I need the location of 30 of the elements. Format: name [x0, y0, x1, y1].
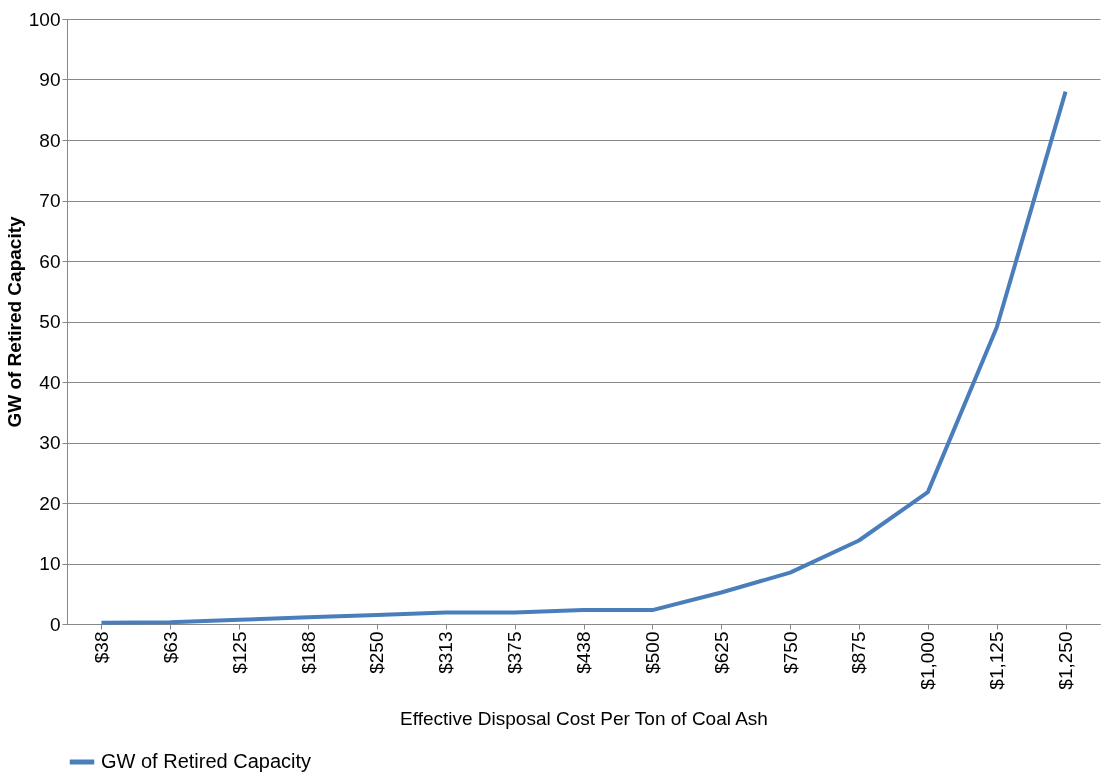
- x-tick-label: $375: [504, 631, 526, 674]
- x-tick-label: $625: [710, 631, 732, 674]
- x-tick-label: $38: [90, 631, 112, 664]
- y-tick-label: 10: [39, 553, 61, 574]
- y-tick-label: 100: [28, 8, 61, 30]
- x-tick-label: $438: [573, 631, 594, 674]
- x-tick-label: $313: [435, 631, 457, 674]
- x-tick-label: $875: [848, 631, 870, 674]
- x-tick-label: $250: [366, 631, 388, 674]
- x-tick-label: $500: [641, 631, 663, 674]
- x-tick-label: $1,125: [986, 631, 1008, 690]
- legend-label: GW of Retired Capacity: [101, 750, 312, 772]
- x-tick-label: $1,000: [917, 631, 939, 690]
- line-series: [99, 89, 1068, 625]
- x-tick-label: $63: [159, 631, 181, 664]
- y-tick-label: 20: [39, 492, 61, 514]
- y-tick-label: 90: [39, 69, 61, 90]
- y-tick-label: 60: [39, 250, 61, 272]
- y-axis-title: GW of Retired Capacity: [3, 216, 25, 428]
- y-tick-label: 80: [39, 129, 61, 151]
- y-tick-label: 30: [39, 432, 61, 453]
- x-tick-label: $125: [228, 631, 250, 674]
- x-tick-label: $1,250: [1055, 631, 1077, 690]
- y-tick-label: 70: [39, 190, 61, 211]
- y-tick-label: 50: [39, 311, 61, 332]
- x-tick-label: $750: [779, 631, 801, 674]
- x-tick-label: $188: [297, 631, 319, 674]
- x-axis-title: Effective Disposal Cost Per Ton of Coal Ash: [400, 707, 768, 729]
- y-tick-label: 40: [39, 371, 61, 393]
- y-tick-label: 0: [49, 613, 61, 635]
